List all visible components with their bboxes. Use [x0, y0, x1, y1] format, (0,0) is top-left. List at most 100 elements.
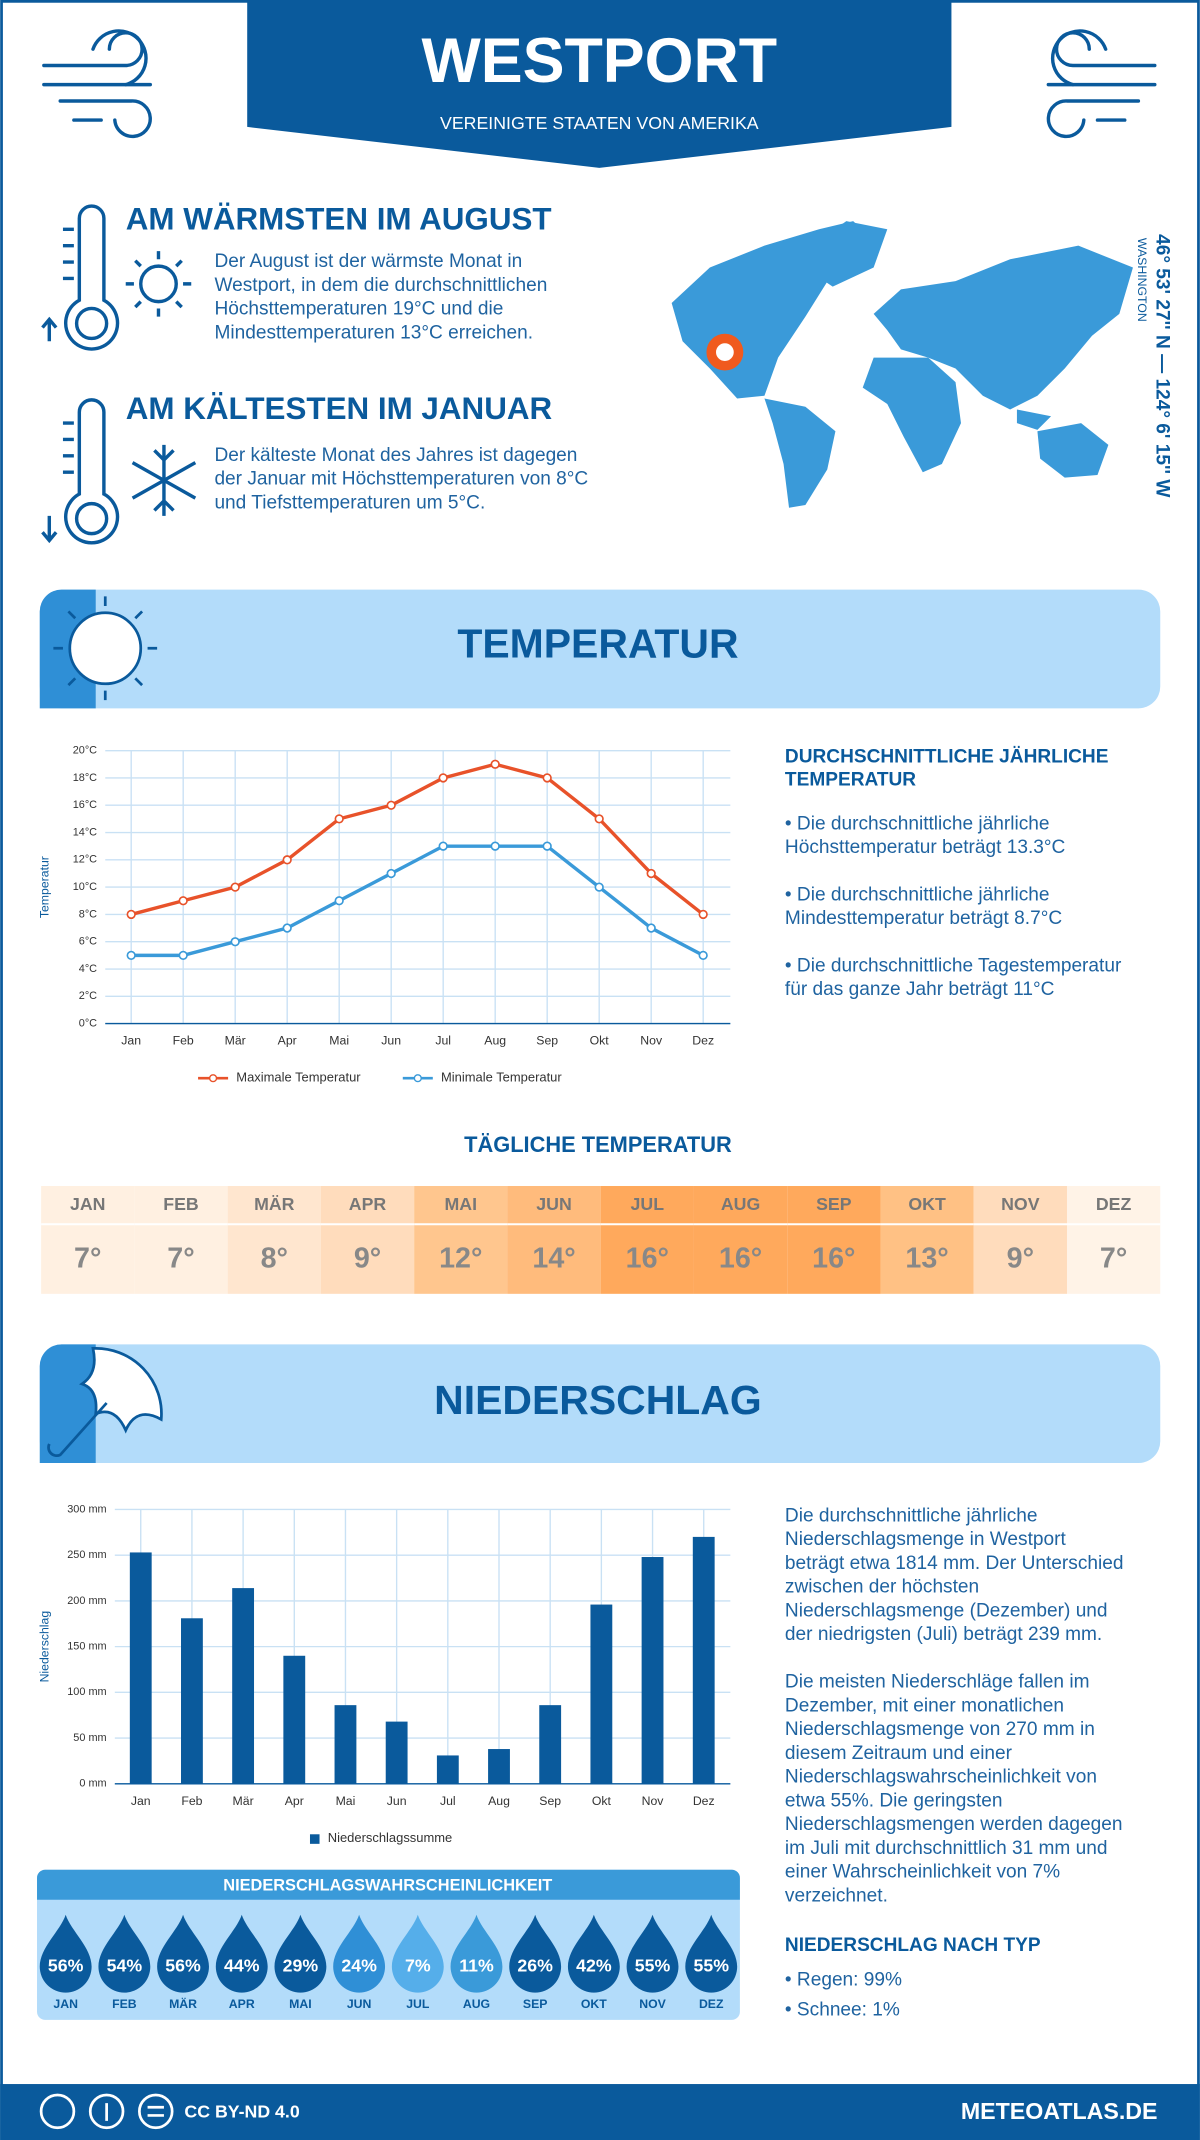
y-tick-label: 14°C: [73, 826, 97, 838]
bar: [539, 1705, 562, 1784]
thermometer-icons: [41, 204, 197, 545]
table-cell: [41, 1186, 135, 1294]
bar: [232, 1588, 255, 1784]
paragraph-line: Niederschlagsmenge in Westport: [785, 1529, 1067, 1550]
y-tick-label: 200 mm: [67, 1595, 106, 1607]
bar: [283, 1655, 306, 1784]
data-point: [698, 950, 708, 960]
bar: [181, 1618, 203, 1784]
banner-accent: [39, 589, 96, 709]
paragraph-line: verzeichnet.: [785, 1885, 888, 1906]
data-point: [386, 800, 396, 810]
y-tick-label: 2°C: [79, 990, 97, 1002]
table-cell: [320, 1186, 415, 1294]
probability-value: 54%: [107, 1955, 143, 1975]
paragraph-line: zwischen der höchsten: [785, 1577, 979, 1598]
bullet-line: • Regen: 99%: [785, 1969, 902, 1990]
rain-drop: [39, 1914, 92, 1993]
data-point: [438, 773, 448, 783]
y-tick-label: 4°C: [79, 963, 97, 975]
probability-value: 29%: [283, 1955, 319, 1975]
table-cell: [880, 1186, 974, 1294]
paragraph-line: Der August ist der wärmste Monat in: [214, 251, 522, 272]
x-tick-label: Jan: [131, 1794, 151, 1808]
month-label: JUN: [536, 1194, 571, 1214]
line-series: [130, 762, 705, 917]
rain-drop: [333, 1914, 386, 1993]
x-tick-label: Dez: [693, 1794, 715, 1808]
bullet-line: • Die durchschnittliche Tagestemperatur: [785, 955, 1122, 976]
temperature-value: 14°: [532, 1242, 575, 1274]
rain-drop: [626, 1914, 679, 1993]
x-tick-label: Apr: [285, 1794, 304, 1808]
month-label: JUL: [406, 1997, 430, 2011]
x-tick-label: Dez: [692, 1034, 714, 1048]
data-point: [698, 909, 708, 920]
y-tick-label: 0°C: [79, 1017, 97, 1029]
data-point: [178, 896, 188, 906]
world-map: [671, 221, 1133, 508]
data-point: [126, 950, 136, 960]
section-title: NIEDERSCHLAG: [434, 1377, 762, 1423]
data-point: [282, 855, 292, 865]
month-label: MÄR: [169, 1996, 197, 2011]
probability-value: 24%: [341, 1955, 377, 1975]
paragraph-line: Höchsttemperaturen 19°C und die: [214, 299, 503, 320]
banner-accent: [39, 1344, 96, 1464]
rain-drop: [391, 1914, 444, 1993]
bar: [590, 1604, 613, 1784]
paragraph-line: Westport, in dem die durchschnittlichen: [214, 275, 547, 296]
bar: [334, 1705, 357, 1784]
line-series: [131, 844, 704, 958]
temperature-value: 7°: [74, 1242, 101, 1274]
month-label: SEP: [816, 1194, 852, 1214]
rain-drop: [685, 1914, 738, 1993]
temperature-value: 16°: [812, 1242, 855, 1274]
paragraph-line: etwa 55%. Die geringsten: [785, 1790, 1003, 1811]
x-tick-label: Mär: [233, 1794, 254, 1808]
subheading: NIEDERSCHLAG NACH TYP: [785, 1935, 1041, 1956]
month-label: AUG: [721, 1194, 760, 1214]
x-tick-label: Apr: [278, 1034, 297, 1048]
y-tick-label: 0 mm: [79, 1778, 106, 1790]
bar: [641, 1557, 664, 1784]
x-tick-label: Mär: [225, 1034, 246, 1048]
bar: [692, 1536, 715, 1784]
x-tick-label: Jun: [381, 1034, 401, 1048]
month-label: SEP: [523, 1997, 548, 2011]
month-label: JAN: [70, 1194, 105, 1214]
coordinates: 46° 53' 27'' N — 124° 6' 15'' W: [1152, 234, 1173, 497]
rain-drop: [274, 1914, 327, 1993]
x-tick-label: Aug: [484, 1034, 506, 1048]
rain-drop: [157, 1914, 209, 1993]
title: WESTPORT: [421, 26, 777, 96]
y-tick-label: 20°C: [73, 745, 97, 757]
subheading: DURCHSCHNITTLICHE JÄHRLICHE: [785, 747, 1109, 768]
probability-value: 56%: [48, 1955, 84, 1975]
wind-icon: [42, 29, 1157, 139]
x-tick-label: Jul: [440, 1794, 456, 1808]
month-label: APR: [349, 1194, 387, 1214]
y-tick-label: 100 mm: [67, 1686, 106, 1698]
probability-value: 55%: [693, 1955, 729, 1975]
rain-drop: [509, 1914, 562, 1993]
paragraph-line: der niedrigsten (Juli) beträgt 239 mm.: [785, 1624, 1102, 1645]
data-point: [542, 841, 552, 851]
x-tick-label: Sep: [536, 1034, 558, 1048]
legend-label: Maximale Temperatur: [236, 1070, 361, 1085]
month-label: MAI: [289, 1997, 311, 2011]
table-cell: [1066, 1186, 1161, 1294]
x-tick-label: Mai: [336, 1794, 356, 1808]
temperature-value: 13°: [905, 1242, 948, 1274]
paragraph-line: Niederschlagsmengen werden dagegen: [785, 1814, 1123, 1835]
table-cell: [507, 1186, 601, 1294]
paragraph-line: Der kälteste Monat des Jahres ist dagege…: [214, 445, 577, 466]
license: CC BY-ND 4.0: [184, 2101, 299, 2121]
temperature-value: 7°: [1100, 1242, 1127, 1274]
site-name: METEOATLAS.DE: [961, 2098, 1158, 2124]
legend-swatch: [309, 1834, 320, 1844]
paragraph-line: diesem Zeitraum und einer: [785, 1743, 1013, 1764]
paragraph-line: im Juli mit durchschnittlich 31 mm und: [785, 1838, 1108, 1859]
bar: [436, 1755, 459, 1784]
